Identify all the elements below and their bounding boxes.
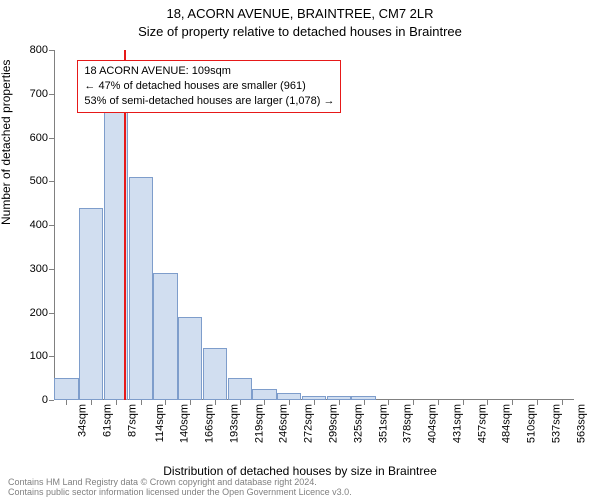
chart-title-address: 18, ACORN AVENUE, BRAINTREE, CM7 2LR (0, 6, 600, 21)
y-tick (49, 225, 54, 226)
x-tick-label: 114sqm (154, 404, 166, 442)
y-axis (54, 50, 55, 400)
y-tick (49, 269, 54, 270)
y-tick (49, 400, 54, 401)
x-tick-label: 61sqm (102, 404, 114, 437)
y-tick (49, 181, 54, 182)
x-tick-label: 193sqm (229, 404, 241, 443)
x-tick (413, 400, 414, 405)
plot-area: 010020030040050060070080034sqm61sqm87sqm… (54, 50, 574, 400)
y-tick-label: 800 (16, 44, 48, 56)
x-tick (240, 400, 241, 405)
y-tick-label: 300 (16, 263, 48, 275)
annotation-line3: 53% of semi-detached houses are larger (… (84, 94, 334, 109)
x-tick-label: 351sqm (377, 404, 389, 443)
histogram-bar (228, 378, 252, 400)
x-tick-label: 299sqm (328, 404, 340, 443)
y-tick (49, 94, 54, 95)
chart-title-desc: Size of property relative to detached ho… (0, 24, 600, 39)
y-tick-label: 500 (16, 175, 48, 187)
y-tick (49, 356, 54, 357)
histogram-bar (252, 389, 276, 400)
x-tick (264, 400, 265, 405)
x-tick (289, 400, 290, 405)
x-tick-label: 272sqm (303, 404, 315, 443)
y-tick-label: 700 (16, 88, 48, 100)
annotation-box: 18 ACORN AVENUE: 109sqm← 47% of detached… (77, 60, 341, 113)
x-tick (215, 400, 216, 405)
x-tick (364, 400, 365, 405)
x-tick-label: 431sqm (451, 404, 463, 443)
x-tick (512, 400, 513, 405)
histogram-bar (203, 348, 227, 401)
histogram-bar (54, 378, 78, 400)
y-tick (49, 138, 54, 139)
footer-attribution: Contains HM Land Registry data © Crown c… (8, 478, 352, 498)
x-tick-label: 140sqm (179, 404, 191, 443)
x-tick-label: 219sqm (253, 404, 265, 443)
x-tick-label: 537sqm (550, 404, 562, 443)
y-tick (49, 313, 54, 314)
x-tick-label: 484sqm (501, 404, 513, 443)
x-tick (91, 400, 92, 405)
x-tick (116, 400, 117, 405)
x-tick (141, 400, 142, 405)
y-axis-label: Number of detached properties (0, 60, 13, 225)
x-tick (165, 400, 166, 405)
x-tick (190, 400, 191, 405)
x-tick-label: 457sqm (476, 404, 488, 443)
x-tick-label: 246sqm (278, 404, 290, 443)
y-tick-label: 100 (16, 350, 48, 362)
x-tick (537, 400, 538, 405)
y-tick-label: 200 (16, 307, 48, 319)
footer-line2: Contains public sector information licen… (8, 488, 352, 498)
x-tick-label: 510sqm (526, 404, 538, 443)
y-tick-label: 400 (16, 219, 48, 231)
x-tick-label: 87sqm (126, 404, 138, 437)
x-tick (388, 400, 389, 405)
x-axis-label: Distribution of detached houses by size … (0, 464, 600, 478)
x-tick (339, 400, 340, 405)
x-tick-label: 563sqm (575, 404, 587, 443)
x-tick (463, 400, 464, 405)
histogram-bar (178, 317, 202, 400)
x-tick (487, 400, 488, 405)
x-tick-label: 404sqm (427, 404, 439, 443)
histogram-bar (79, 208, 103, 401)
x-tick (438, 400, 439, 405)
x-tick-label: 166sqm (204, 404, 216, 443)
y-tick-label: 600 (16, 132, 48, 144)
x-tick-label: 325sqm (352, 404, 364, 443)
histogram-bar (153, 273, 177, 400)
x-tick (562, 400, 563, 405)
histogram-bar (129, 177, 153, 400)
x-tick-label: 378sqm (402, 404, 414, 443)
y-tick (49, 50, 54, 51)
x-tick (314, 400, 315, 405)
annotation-line2: ← 47% of detached houses are smaller (96… (84, 79, 334, 94)
x-tick (66, 400, 67, 405)
property-size-chart: 18, ACORN AVENUE, BRAINTREE, CM7 2LR Siz… (0, 0, 600, 500)
y-tick-label: 0 (16, 394, 48, 406)
x-tick-label: 34sqm (77, 404, 89, 437)
annotation-line1: 18 ACORN AVENUE: 109sqm (84, 64, 334, 79)
